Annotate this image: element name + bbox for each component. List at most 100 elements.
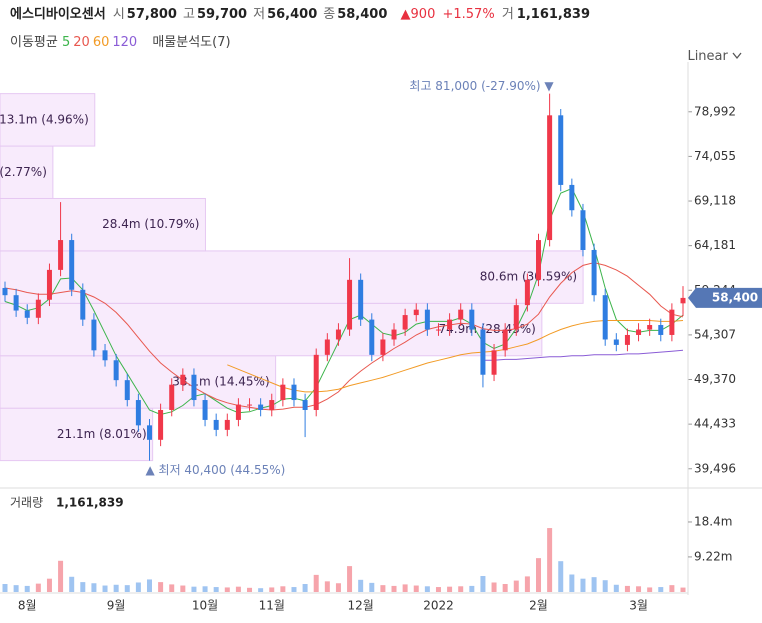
- candle-body: [491, 350, 497, 375]
- last-price-label: 58,400: [712, 290, 758, 304]
- profile-band: [0, 93, 96, 147]
- candle-body: [280, 384, 286, 401]
- candle-body: [569, 184, 575, 211]
- profile-band: [0, 355, 277, 409]
- volume-bar: [224, 587, 230, 592]
- chevron: [732, 52, 742, 60]
- volume-bar: [269, 587, 275, 592]
- volume-bar: [547, 528, 553, 592]
- volume-bar: [591, 577, 597, 592]
- volume-title-value: 1,161,839: [56, 496, 124, 510]
- volume-bar: [358, 579, 364, 592]
- ma-line: [4, 262, 684, 411]
- item-value: 59,700: [196, 7, 248, 22]
- candle-body: [146, 425, 152, 440]
- item-value: 57,800: [126, 7, 177, 22]
- volume-bar: [324, 581, 330, 592]
- volume-bar: [536, 558, 542, 592]
- candle-body: [13, 295, 19, 311]
- candle-body: [435, 329, 441, 331]
- profile-label: 38.1m (14.45%): [172, 374, 269, 388]
- profile-label: 28.4m (10.79%): [102, 217, 199, 231]
- volume-bar: [558, 561, 564, 592]
- candle-body: [669, 309, 675, 335]
- candle-body: [413, 309, 419, 316]
- candle-body: [291, 384, 297, 401]
- volume-label: 거: [501, 7, 514, 22]
- candle-body: [680, 297, 686, 304]
- y-tick-label: 54,307: [694, 327, 736, 341]
- candle-body: [113, 360, 119, 381]
- volume-bar: [569, 574, 575, 592]
- volume-bar: [202, 586, 208, 592]
- item-value: 56,400: [267, 7, 318, 22]
- candle-body: [58, 240, 64, 270]
- volume-bar: [435, 587, 441, 592]
- candle-body: [524, 279, 530, 306]
- candle-body: [91, 319, 97, 351]
- volume-bar: [458, 586, 464, 592]
- x-tick-label: 10월: [192, 599, 218, 613]
- volume-bar: [213, 587, 219, 592]
- volume-bar: [302, 584, 308, 592]
- volume-bar: [146, 579, 152, 592]
- y-tick-label: 64,181: [694, 238, 736, 252]
- candle-body: [469, 309, 475, 330]
- volume-bar: [580, 578, 586, 592]
- change-pct: +1.57%: [442, 7, 495, 22]
- volume-bar: [636, 586, 642, 592]
- ma-legend: 이동평균 5 20 60 120 매물분석도(7): [10, 31, 231, 50]
- candle-body: [591, 250, 597, 296]
- candle-body: [2, 287, 8, 296]
- candle-body: [636, 329, 642, 335]
- candle-body: [158, 409, 164, 440]
- profile-label[interactable]: 매물분석도(7): [152, 35, 231, 50]
- y-tick-label: 78,992: [694, 104, 736, 118]
- volume-bar: [602, 580, 608, 592]
- volume-bar: [13, 585, 19, 592]
- item-label: 고: [182, 7, 195, 22]
- volume-bar: [35, 583, 41, 592]
- candle-body: [102, 350, 108, 361]
- candle-body: [313, 354, 319, 410]
- profile-band: [0, 407, 154, 462]
- volume-bar: [191, 586, 197, 592]
- y-tick-label: 39,496: [694, 461, 736, 475]
- volume-bar: [469, 585, 475, 592]
- candle-body: [202, 400, 208, 420]
- volume-bar: [369, 582, 375, 592]
- volume-bar: [135, 582, 141, 592]
- volume-bar: [80, 582, 86, 592]
- candle-body: [69, 240, 75, 290]
- volume-bar: [669, 585, 675, 592]
- volume-bar: [158, 582, 164, 592]
- candle-body: [624, 334, 630, 345]
- candle-body: [358, 279, 364, 320]
- header: 에스디바이오센서 시 57,800 고 59,700 저 56,400 종 58,400 ▲9…: [10, 3, 593, 22]
- ma-legend-item: 60: [92, 35, 110, 50]
- candle-body: [380, 339, 386, 355]
- y-tick-label: 9.22m: [694, 549, 732, 563]
- scale-button[interactable]: Linear: [687, 49, 742, 64]
- volume-bar: [347, 566, 353, 592]
- candle-body: [458, 309, 464, 320]
- candle-body: [180, 374, 186, 385]
- x-tick-label: 9월: [107, 599, 126, 613]
- x-tick-label: 11월: [259, 599, 285, 613]
- volume-bar: [247, 587, 253, 592]
- volume-bar: [424, 586, 430, 592]
- volume-bar: [680, 587, 686, 592]
- volume-bar: [280, 586, 286, 592]
- volume-bar: [24, 585, 30, 592]
- candle-body: [224, 419, 230, 430]
- y-tick-label: 69,118: [694, 194, 736, 208]
- candle-body: [235, 404, 241, 420]
- volume-bar: [113, 584, 119, 592]
- volume-title: 거래량: [10, 496, 43, 510]
- volume-bar: [380, 585, 386, 592]
- ma-legend-item: 120: [112, 35, 138, 50]
- y-tick-label: 18.4m: [694, 514, 732, 528]
- candle-body: [324, 339, 330, 355]
